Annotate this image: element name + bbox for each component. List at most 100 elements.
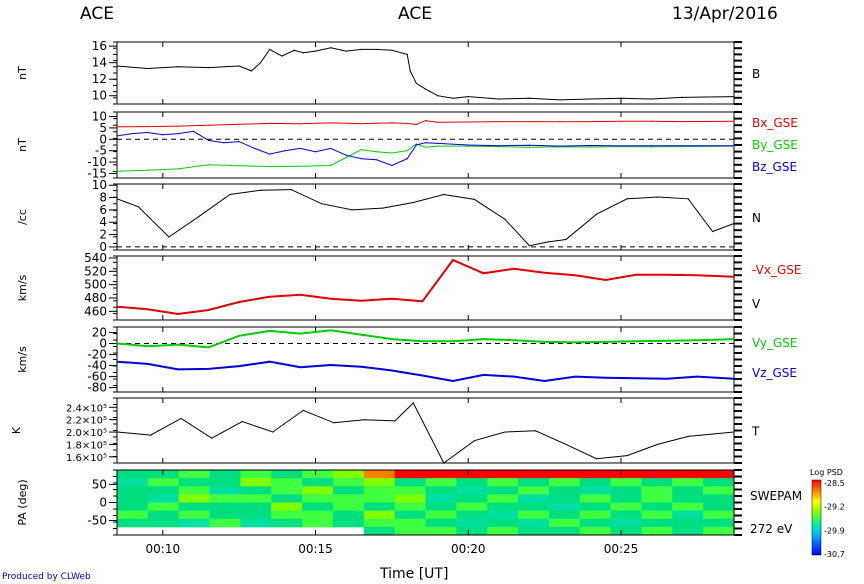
data-point <box>528 245 530 247</box>
spectrogram-cell <box>302 470 334 479</box>
data-point <box>299 123 301 125</box>
data-point <box>498 120 500 123</box>
spectrogram-cell <box>332 494 365 503</box>
data-point <box>116 198 118 200</box>
data-point <box>534 430 537 432</box>
data-point <box>198 215 201 217</box>
spectrogram-cell <box>363 510 396 520</box>
spectrogram-cell <box>672 510 704 520</box>
y-tick-label: -5 <box>95 144 107 158</box>
data-point <box>177 66 179 68</box>
colorbar-title: Log PSD <box>810 468 843 477</box>
data-point <box>412 201 414 204</box>
spectrogram-cell <box>394 510 426 520</box>
series-line--Vx_GSE <box>116 258 735 316</box>
spectrogram-cell <box>518 502 550 512</box>
data-point <box>620 120 622 122</box>
spectrogram-cell <box>117 478 149 487</box>
data-point <box>330 298 332 300</box>
spectrogram-cell <box>425 470 457 479</box>
series-line-Bx_GSE <box>116 120 735 128</box>
data-point <box>424 88 427 90</box>
spectrogram-cell <box>302 510 334 520</box>
series-label: T <box>751 425 760 439</box>
data-point <box>376 151 378 153</box>
series-label: 272 eV <box>750 522 793 536</box>
data-point <box>360 366 362 368</box>
data-point <box>299 366 301 368</box>
spectrogram-cell <box>394 526 426 536</box>
spectrogram-cell <box>271 470 303 479</box>
spectrogram-cell <box>672 494 704 503</box>
spectrogram-cell <box>456 518 488 528</box>
spectrogram-cell <box>579 494 612 503</box>
data-point <box>391 49 393 51</box>
data-point <box>681 145 683 147</box>
spectrogram-cell <box>240 486 272 495</box>
spectrogram-cell <box>117 518 149 528</box>
spectrogram-cell <box>579 502 612 512</box>
data-point <box>452 97 454 99</box>
spectrogram-cell <box>610 526 642 536</box>
data-point <box>269 330 271 332</box>
series-label: -Vx_GSE <box>752 263 801 277</box>
spectrogram-cell <box>178 478 211 487</box>
spectrogram-cell <box>579 470 612 479</box>
spectrogram-cell <box>363 486 396 495</box>
y-tick-label: 2 <box>99 228 107 242</box>
series-line-Vz_GSE <box>116 360 735 383</box>
data-point <box>314 151 317 153</box>
spectrogram-cell <box>178 518 211 528</box>
data-point <box>415 144 417 146</box>
spectrogram-cell <box>271 486 303 495</box>
spectrogram-cell <box>425 494 457 503</box>
series-line-Bz_GSE <box>116 130 734 167</box>
data-point <box>238 123 240 125</box>
spectrogram-cell <box>363 526 396 536</box>
data-point <box>146 169 149 171</box>
data-point <box>272 431 274 433</box>
data-point <box>391 298 393 300</box>
spectrogram-cell <box>518 510 550 520</box>
spectrogram-cell <box>147 470 180 479</box>
data-point <box>116 431 118 433</box>
spectrogram-cell <box>610 470 642 479</box>
y-tick-label: 0 <box>99 496 107 510</box>
data-point <box>589 144 592 147</box>
data-point <box>424 146 427 148</box>
data-point <box>345 50 347 52</box>
spectrogram-cell <box>487 510 519 520</box>
spectrogram-cell <box>178 486 211 495</box>
data-point <box>595 213 598 215</box>
spectrogram-cell <box>672 478 704 487</box>
spectrogram-cell <box>487 470 519 479</box>
data-point <box>635 377 637 379</box>
spectrogram-cell <box>363 518 396 528</box>
data-point <box>208 139 210 142</box>
data-point <box>424 120 427 122</box>
data-point <box>208 164 210 166</box>
data-point <box>321 203 323 205</box>
panel-frame-Bgse <box>116 111 735 179</box>
data-point <box>238 335 240 337</box>
data-point <box>269 153 271 155</box>
produced-by-credit: Produced by CLWeb <box>2 572 91 582</box>
data-point <box>528 120 530 123</box>
y-axis-title: km/s <box>16 274 29 301</box>
spectrogram-cell <box>425 502 457 512</box>
data-point <box>733 95 735 98</box>
spectrogram-cell <box>487 518 519 528</box>
data-point <box>681 96 683 98</box>
spectrogram-cell <box>332 470 365 479</box>
data-point <box>467 145 469 147</box>
spectrogram-cell <box>548 518 581 528</box>
spectrogram-cell <box>703 502 735 512</box>
data-point <box>223 142 225 144</box>
spectrogram-cell <box>425 510 457 520</box>
spectrogram-cell <box>487 486 519 495</box>
y-tick-label: 10 <box>92 110 107 124</box>
spectrogram-cell <box>363 470 396 479</box>
spectrogram-cell <box>363 502 396 512</box>
spectrogram-cell <box>240 502 272 512</box>
